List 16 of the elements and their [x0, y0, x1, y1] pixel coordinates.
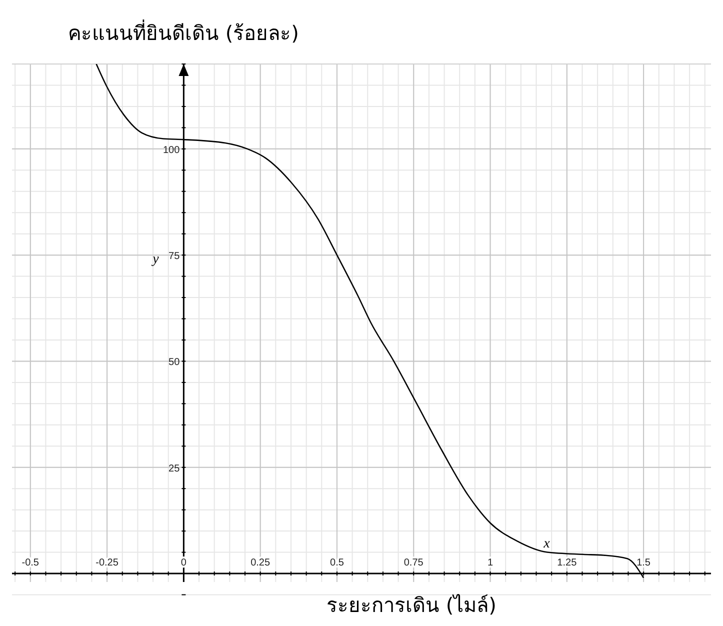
x-tick-label: 1.25: [557, 558, 578, 569]
x-tick-label: -0.5: [22, 558, 40, 569]
x-tick-label: 0.75: [404, 558, 424, 569]
x-axis-title: ระยะการเดิน (ไมล์): [326, 593, 496, 617]
y-tick-label: 25: [168, 463, 180, 474]
y-tick-label: 50: [168, 357, 180, 368]
annotation: x: [542, 536, 551, 552]
x-tick-label: 1: [487, 558, 494, 569]
x-tick-label: 1.5: [636, 558, 651, 569]
x-tick-label: -0.25: [96, 558, 119, 569]
y-tick-label: 75: [168, 251, 180, 262]
x-tick-label: 0.5: [330, 558, 344, 569]
y-tick-label: 100: [162, 144, 180, 156]
y-axis-title: คะแนนที่ยินดีเดิน (ร้อยละ): [68, 19, 299, 45]
x-tick-label: 0.25: [250, 558, 270, 569]
annotation: y: [150, 252, 160, 267]
